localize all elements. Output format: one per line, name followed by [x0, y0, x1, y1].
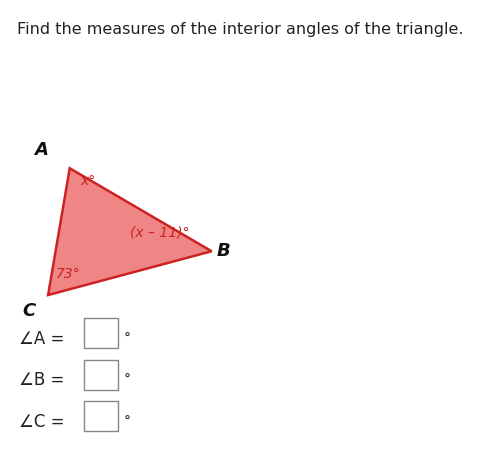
- Text: x°: x°: [81, 174, 96, 188]
- Text: (x – 11)°: (x – 11)°: [130, 226, 189, 240]
- FancyBboxPatch shape: [84, 401, 118, 431]
- Text: A: A: [34, 141, 48, 159]
- FancyBboxPatch shape: [84, 318, 118, 348]
- Text: C: C: [22, 302, 36, 320]
- Text: ∠C =: ∠C =: [19, 413, 65, 431]
- Text: Find the measures of the interior angles of the triangle.: Find the measures of the interior angles…: [17, 23, 463, 37]
- FancyBboxPatch shape: [84, 360, 118, 390]
- Text: B: B: [216, 242, 230, 260]
- Text: °: °: [123, 373, 131, 387]
- Text: ∠B =: ∠B =: [19, 371, 64, 390]
- Text: 73°: 73°: [55, 267, 80, 281]
- Text: °: °: [123, 415, 131, 429]
- Text: ∠A =: ∠A =: [19, 330, 64, 348]
- Text: °: °: [123, 332, 131, 346]
- Polygon shape: [48, 168, 211, 295]
